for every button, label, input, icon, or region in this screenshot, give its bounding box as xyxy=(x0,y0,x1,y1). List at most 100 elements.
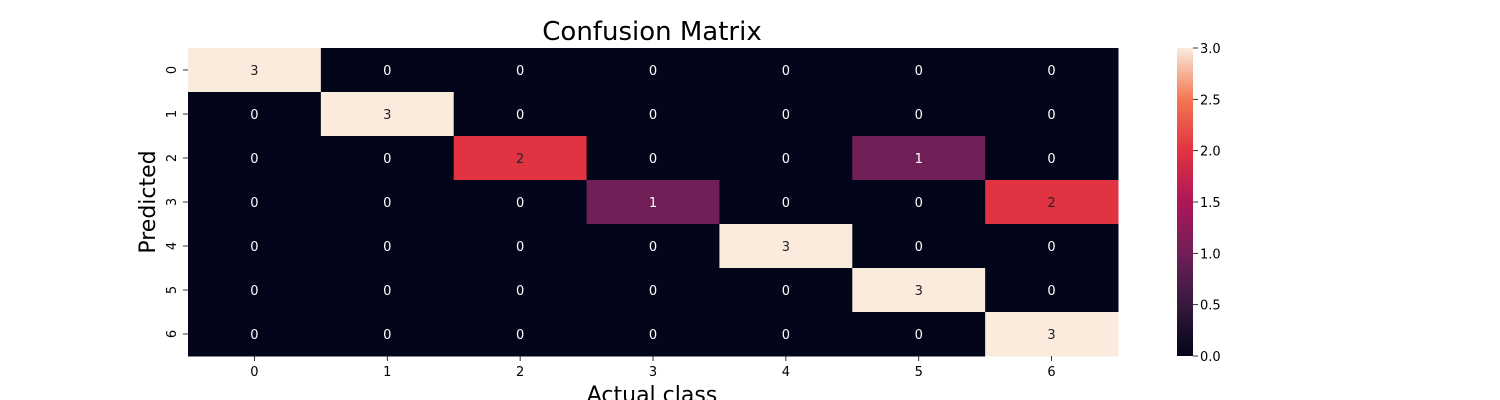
heatmap-cells: 3 0 0 0 0 0 0 0 3 0 0 0 0 0 0 0 2 0 0 1 0 0 0 0 1 0 0 2 0 0 0 0 3 0 0 0 0 0 0 0… xyxy=(188,48,1119,357)
heatmap-cell-r0-c1 xyxy=(320,48,455,93)
heatmap-cell-r5-c6 xyxy=(985,268,1119,313)
colorbar-tick-label-0: 0.0 xyxy=(1200,350,1221,365)
cell-value-label-r3-c4: 0 xyxy=(782,196,790,211)
x-tick-label-6: 6 xyxy=(1047,365,1055,380)
colorbar-tick-label-2: 1.0 xyxy=(1200,247,1221,262)
cell-value-label-r6-c6: 3 xyxy=(1047,328,1055,343)
heatmap-cell-r2-c5 xyxy=(852,136,986,181)
cell-value-label-r6-c1: 0 xyxy=(383,328,391,343)
x-axis-ticks: 0 1 2 3 4 5 6 xyxy=(250,356,1056,380)
cell-value-label-r3-c0: 0 xyxy=(250,196,258,211)
cell-value-label-r0-c6: 0 xyxy=(1047,64,1055,79)
cell-value-label-r1-c4: 0 xyxy=(782,108,790,123)
cell-value-label-r5-c0: 0 xyxy=(250,284,258,299)
chart-title: Confusion Matrix xyxy=(542,17,761,47)
heatmap-cell-r4-c0 xyxy=(188,224,322,269)
cell-value-label-r3-c1: 0 xyxy=(383,196,391,211)
cell-value-label-r5-c6: 0 xyxy=(1047,284,1055,299)
cell-value-label-r3-c2: 0 xyxy=(516,196,524,211)
x-tick-label-4: 4 xyxy=(782,365,790,380)
heatmap-cell-r4-c5 xyxy=(852,224,986,269)
heatmap-cell-r3-c1 xyxy=(320,180,455,225)
heatmap-cell-r0-c4 xyxy=(719,48,853,93)
heatmap-cell-r5-c2 xyxy=(453,268,588,313)
heatmap-cell-r5-c1 xyxy=(320,268,455,313)
heatmap-cell-r6-c2 xyxy=(453,312,588,357)
cell-value-label-r3-c5: 0 xyxy=(915,196,923,211)
cell-value-label-r2-c4: 0 xyxy=(782,152,790,167)
heatmap-cell-r5-c5 xyxy=(852,268,986,313)
cell-value-label-r2-c1: 0 xyxy=(383,152,391,167)
heatmap-cell-r2-c1 xyxy=(320,136,455,181)
cell-value-label-r6-c4: 0 xyxy=(782,328,790,343)
heatmap-cell-r2-c4 xyxy=(719,136,853,181)
y-axis-label: Predicted xyxy=(136,150,161,253)
cell-value-label-r6-c0: 0 xyxy=(250,328,258,343)
y-tick-label-0: 0 xyxy=(165,66,180,74)
heatmap-cell-r1-c4 xyxy=(719,92,853,137)
x-tick-label-0: 0 xyxy=(250,365,258,380)
cell-value-label-r5-c2: 0 xyxy=(516,284,524,299)
heatmap-cell-r3-c5 xyxy=(852,180,986,225)
x-axis-label: Actual class xyxy=(587,383,718,400)
cell-value-label-r1-c6: 0 xyxy=(1047,108,1055,123)
heatmap-cell-r0-c3 xyxy=(586,48,720,93)
heatmap-cell-r4-c6 xyxy=(985,224,1119,269)
cell-value-label-r5-c4: 0 xyxy=(782,284,790,299)
cell-value-label-r6-c5: 0 xyxy=(915,328,923,343)
heatmap-cell-r1-c6 xyxy=(985,92,1119,137)
heatmap-cell-r3-c0 xyxy=(188,180,322,225)
colorbar-tick-label-6: 3.0 xyxy=(1200,42,1221,57)
cell-value-label-r6-c3: 0 xyxy=(649,328,657,343)
cell-value-label-r5-c3: 0 xyxy=(649,284,657,299)
heatmap-cell-r4-c1 xyxy=(320,224,455,269)
x-tick-label-5: 5 xyxy=(915,365,923,380)
x-tick-label-2: 2 xyxy=(516,365,524,380)
heatmap-cell-r1-c2 xyxy=(453,92,588,137)
heatmap-cell-r2-c3 xyxy=(586,136,720,181)
heatmap-cell-r4-c4 xyxy=(719,224,853,269)
cell-value-label-r5-c5: 3 xyxy=(915,284,923,299)
heatmap-cell-r5-c4 xyxy=(719,268,853,313)
cell-value-label-r4-c2: 0 xyxy=(516,240,524,255)
colorbar: 0.0 0.5 1.0 1.5 2.0 2.5 3.0 xyxy=(1177,42,1221,365)
heatmap-cell-r5-c3 xyxy=(586,268,720,313)
heatmap-cell-r6-c4 xyxy=(719,312,853,357)
colorbar-tick-label-1: 0.5 xyxy=(1200,299,1221,314)
colorbar-tick-label-3: 1.5 xyxy=(1200,196,1221,211)
y-tick-label-3: 3 xyxy=(165,198,180,206)
heatmap-cell-r4-c2 xyxy=(453,224,588,269)
y-tick-label-2: 2 xyxy=(165,154,180,162)
cell-value-label-r1-c2: 0 xyxy=(516,108,524,123)
heatmap-cell-r2-c0 xyxy=(188,136,322,181)
heatmap-cell-r6-c0 xyxy=(188,312,322,357)
heatmap-cell-r1-c3 xyxy=(586,92,720,137)
x-tick-label-1: 1 xyxy=(383,365,391,380)
cell-value-label-r4-c4: 3 xyxy=(782,240,790,255)
heatmap-cell-r6-c3 xyxy=(586,312,720,357)
heatmap-cell-r6-c6 xyxy=(985,312,1119,357)
cell-value-label-r2-c0: 0 xyxy=(250,152,258,167)
cell-value-label-r5-c1: 0 xyxy=(383,284,391,299)
cell-value-label-r0-c4: 0 xyxy=(782,64,790,79)
heatmap-cell-r1-c5 xyxy=(852,92,986,137)
cell-value-label-r0-c0: 3 xyxy=(250,64,258,79)
cell-value-label-r2-c2: 2 xyxy=(516,152,524,167)
cell-value-label-r1-c0: 0 xyxy=(250,108,258,123)
heatmap-cell-r0-c6 xyxy=(985,48,1119,93)
cell-value-label-r0-c3: 0 xyxy=(649,64,657,79)
cell-value-label-r0-c2: 0 xyxy=(516,64,524,79)
cell-value-label-r1-c1: 3 xyxy=(383,108,391,123)
heatmap-cell-r0-c0 xyxy=(188,48,322,93)
heatmap-cell-r2-c2 xyxy=(453,136,588,181)
cell-value-label-r1-c3: 0 xyxy=(649,108,657,123)
cell-value-label-r2-c3: 0 xyxy=(649,152,657,167)
cell-value-label-r1-c5: 0 xyxy=(915,108,923,123)
heatmap-cell-r3-c6 xyxy=(985,180,1119,225)
cell-value-label-r6-c2: 0 xyxy=(516,328,524,343)
colorbar-ticks: 0.0 0.5 1.0 1.5 2.0 2.5 3.0 xyxy=(1193,42,1221,365)
x-tick-label-3: 3 xyxy=(649,365,657,380)
y-tick-label-1: 1 xyxy=(165,110,180,118)
heatmap-cell-r5-c0 xyxy=(188,268,322,313)
